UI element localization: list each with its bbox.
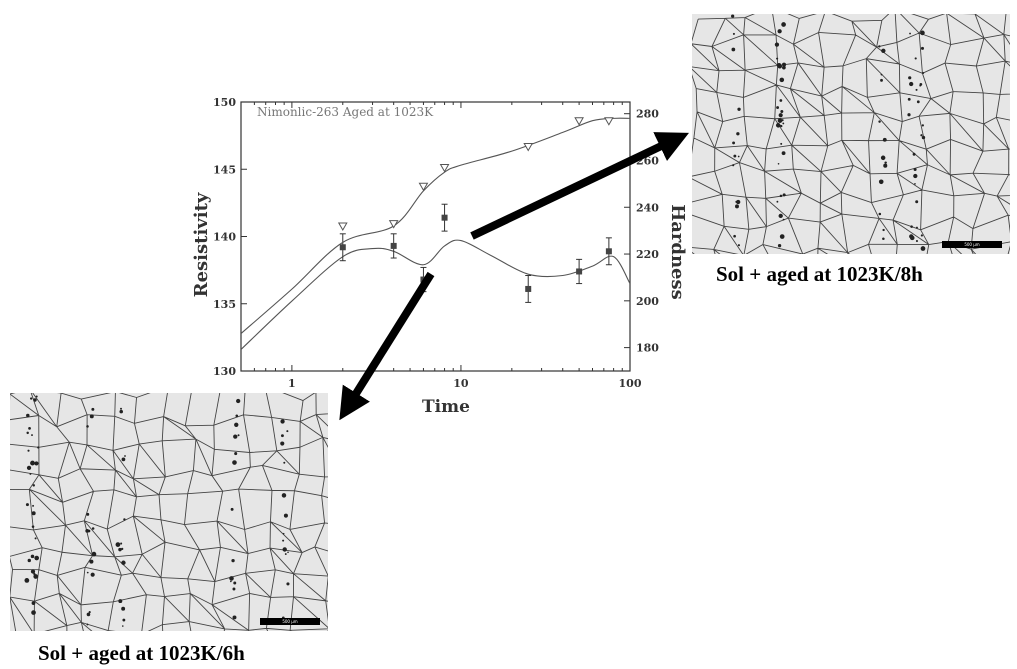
scale-bar: 500 µm xyxy=(260,618,320,625)
y-tick-label: 135 xyxy=(213,298,236,311)
y2-tick-label: 220 xyxy=(636,248,659,261)
hardness-point xyxy=(337,222,348,231)
hardness-point xyxy=(604,117,614,126)
plot-frame xyxy=(240,101,631,372)
micrograph-aged-6h: 500 µm xyxy=(10,393,328,631)
hardness-point xyxy=(523,142,534,152)
arrow-to-bottom-micrograph xyxy=(339,271,435,421)
caption-aged-8h: Sol + aged at 1023K/8h xyxy=(716,262,923,286)
y-axis-label-left: Resistivity xyxy=(191,192,212,297)
y-tick-label: 130 xyxy=(213,365,236,378)
scale-bar: 500 µm xyxy=(942,241,1002,248)
grain-texture xyxy=(10,393,328,631)
y2-tick-label: 240 xyxy=(636,201,659,214)
grain-texture xyxy=(692,14,1010,254)
micrograph-aged-8h: 500 µm xyxy=(692,14,1010,254)
x-tick-label: 100 xyxy=(619,377,642,390)
resistivity-point xyxy=(390,242,397,249)
resistivity-point xyxy=(576,268,583,275)
y2-tick-label: 200 xyxy=(636,295,659,308)
chart-title: Nimonlic-263 Aged at 1023K xyxy=(257,105,434,119)
y2-tick-label: 280 xyxy=(636,108,659,121)
y-tick-label: 140 xyxy=(213,231,236,244)
fit-curve-resistivity xyxy=(241,239,630,350)
hardness-point xyxy=(418,182,429,192)
x-tick-label: 1 xyxy=(288,377,296,390)
arrow-to-top-micrograph xyxy=(470,132,690,240)
hardness-point xyxy=(439,163,450,173)
resistivity-point xyxy=(525,285,532,292)
y-tick-label: 150 xyxy=(213,96,236,109)
y-axis-label-right: Hardness xyxy=(667,204,688,300)
y2-tick-label: 180 xyxy=(636,342,659,355)
resistivity-point xyxy=(339,244,346,251)
x-axis-label: Time xyxy=(422,397,470,417)
y-tick-label: 145 xyxy=(213,163,236,176)
fit-curve-hardness xyxy=(241,117,630,334)
caption-aged-6h: Sol + aged at 1023K/6h xyxy=(38,641,245,665)
hardness-point xyxy=(574,117,584,126)
x-tick-label: 10 xyxy=(453,377,469,390)
resistivity-point xyxy=(605,248,612,255)
resistivity-point xyxy=(441,214,448,221)
hardness-point xyxy=(388,220,399,229)
